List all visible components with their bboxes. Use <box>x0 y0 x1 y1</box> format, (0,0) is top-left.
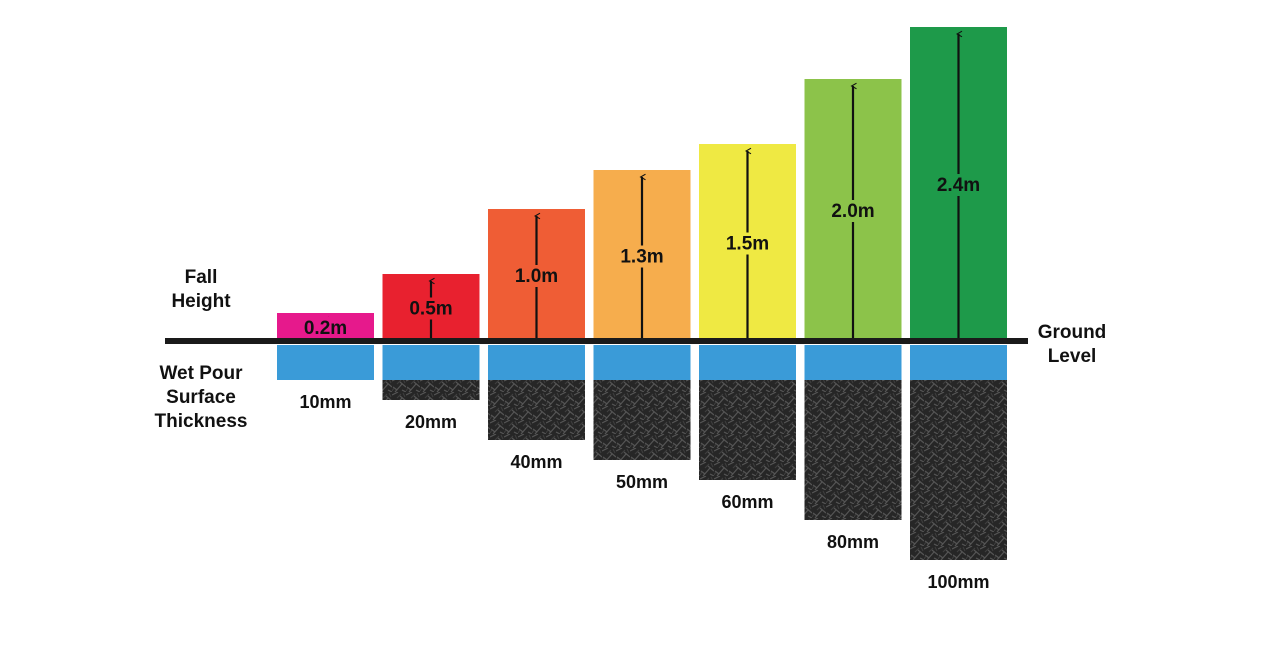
column-2: 1.0m 40mm <box>488 209 585 472</box>
surface-thickness-label-line-3: Thickness <box>155 411 248 432</box>
column-0: 0.2m 10mm <box>277 313 374 412</box>
fall-height-value-6: 2.4m <box>937 175 980 196</box>
fall-height-label-bg-4 <box>722 232 773 255</box>
fall-height-label-bg-6 <box>933 174 984 196</box>
fall-height-label-line-2: Height <box>171 291 231 312</box>
rubber-base-layer-4 <box>699 380 796 480</box>
wet-pour-layer-0 <box>277 345 374 380</box>
surface-thickness-label-line-1: Wet Pour <box>159 363 243 384</box>
thickness-value-3: 50mm <box>616 472 668 492</box>
fall-height-label: Fall Height <box>171 267 231 312</box>
ground-level-label: Ground Level <box>1038 322 1107 367</box>
thickness-value-6: 100mm <box>927 572 989 592</box>
surface-thickness-label-line-2: Surface <box>166 387 236 408</box>
fall-height-label-bg-1 <box>406 297 456 320</box>
thickness-value-5: 80mm <box>827 532 879 552</box>
fall-height-label-line-1: Fall <box>185 267 218 288</box>
fall-height-label-bg-0 <box>300 317 351 339</box>
wet-pour-layer-5 <box>804 345 902 380</box>
wet-pour-layer-3 <box>593 345 691 380</box>
fall-height-value-3: 1.3m <box>620 247 663 268</box>
column-4: 1.5m 60mm <box>699 144 796 512</box>
rubber-base-layer-6 <box>910 380 1007 560</box>
ground-level-label-line-1: Ground <box>1038 322 1107 343</box>
column-3: 1.3m 50mm <box>593 170 691 492</box>
columns: 0.2m 10mm 0.5m 20mm 1.0m 40mm 1.3m 50mm 1.5m 60mm… <box>277 27 1007 592</box>
column-5: 2.0m 80mm <box>804 79 902 552</box>
wet-pour-layer-4 <box>699 345 796 380</box>
fall-height-label-bg-5 <box>828 200 878 222</box>
rubber-base-layer-1 <box>382 380 480 400</box>
wet-pour-layer-1 <box>382 345 480 380</box>
rubber-base-layer-2 <box>488 380 585 440</box>
fall-height-value-4: 1.5m <box>726 234 769 255</box>
fall-height-value-2: 1.0m <box>515 266 558 287</box>
rubber-base-layer-3 <box>593 380 691 460</box>
rubber-base-layer-5 <box>804 380 902 520</box>
fall-height-value-5: 2.0m <box>831 201 874 222</box>
wet-pour-layer-6 <box>910 345 1007 380</box>
thickness-value-2: 40mm <box>510 452 562 472</box>
thickness-value-4: 60mm <box>721 492 773 512</box>
fall-height-label-bg-2 <box>511 265 562 287</box>
thickness-value-1: 20mm <box>405 412 457 432</box>
wet-pour-layer-2 <box>488 345 585 380</box>
surface-thickness-label: Wet Pour Surface Thickness <box>155 363 248 432</box>
fall-height-value-1: 0.5m <box>409 299 452 320</box>
fall-height-value-0: 0.2m <box>304 318 347 339</box>
ground-level-label-line-2: Level <box>1048 346 1097 367</box>
thickness-value-0: 10mm <box>299 392 351 412</box>
column-1: 0.5m 20mm <box>382 274 480 432</box>
fall-height-label-bg-3 <box>617 245 667 268</box>
column-6: 2.4m 100mm <box>910 27 1007 592</box>
